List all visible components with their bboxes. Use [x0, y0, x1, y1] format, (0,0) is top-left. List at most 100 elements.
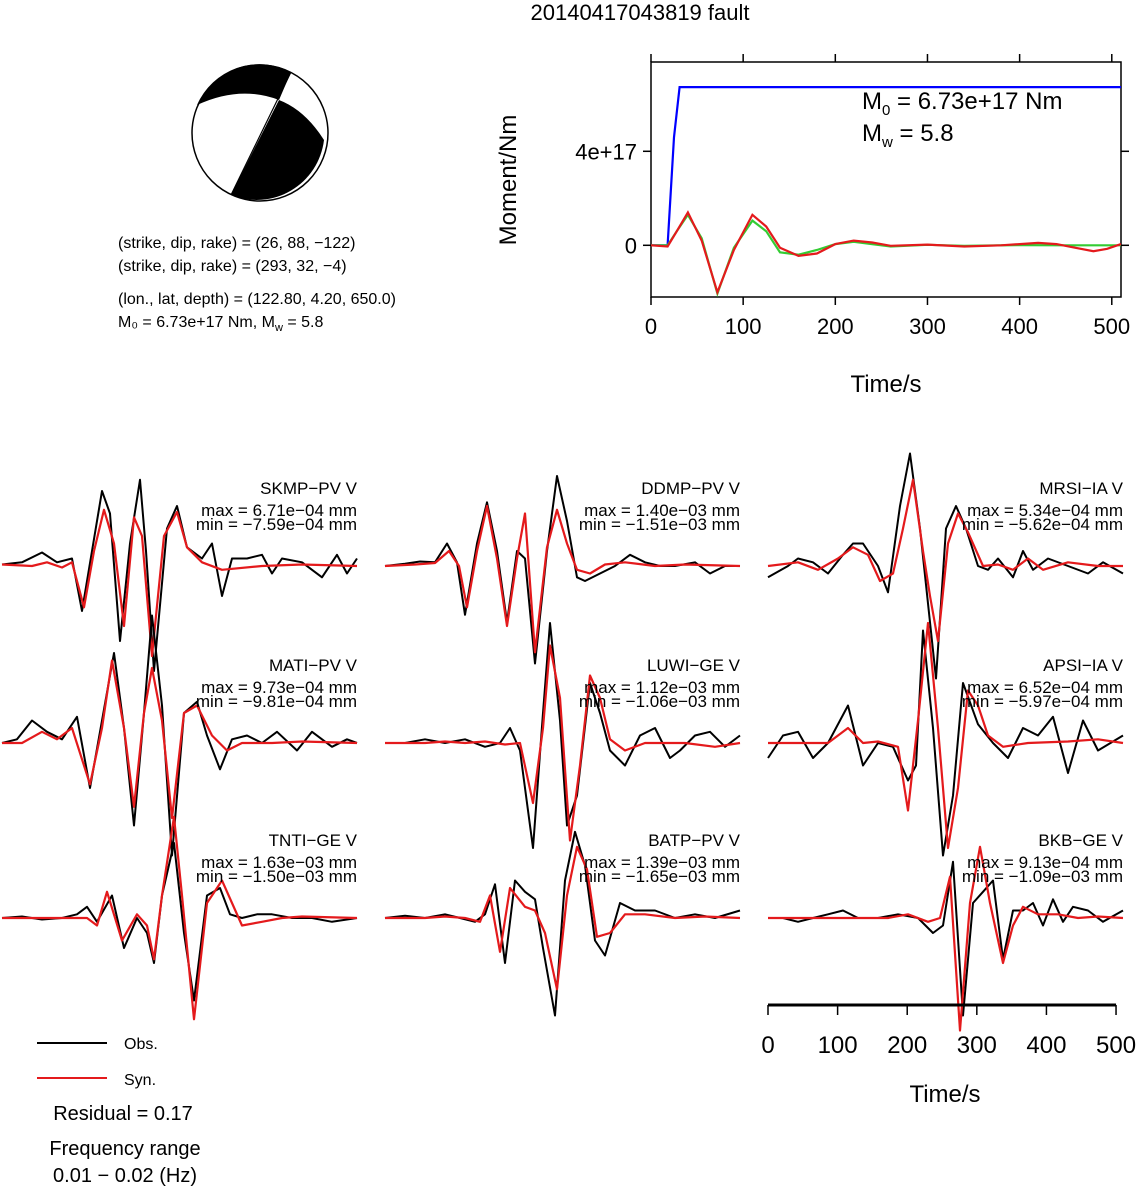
max-amplitude-label: max = 1.39e−03 mm — [584, 853, 740, 872]
obs-trace — [1, 478, 358, 672]
moment-ytick-label: 0 — [625, 233, 637, 258]
moment-series-group — [650, 86, 1122, 298]
focal-line-1: (strike, dip, rake) = (26, 88, −122) — [118, 235, 355, 252]
bottom-xtick-label: 200 — [887, 1032, 927, 1059]
focal-line-4: M₀ = 6.73e+17 Nm, Mw = 5.8 — [118, 314, 323, 334]
mw-symbol: M — [862, 120, 882, 147]
moment-m0-annotation: M0 = 6.73e+17 Nm — [862, 88, 1062, 119]
min-amplitude-label: min = −9.81e−04 mm — [196, 692, 357, 711]
bottom-xtick-label: 500 — [1096, 1032, 1136, 1059]
min-amplitude-label: min = −1.51e−03 mm — [579, 515, 740, 534]
moment-xtick-label: 100 — [725, 314, 762, 339]
focal-info: (strike, dip, rake) = (26, 88, −122) (st… — [118, 235, 396, 334]
min-amplitude-label: min = −1.65e−03 mm — [579, 867, 740, 886]
syn-trace — [767, 478, 1123, 643]
residual-text: Residual = 0.17 — [53, 1103, 193, 1125]
min-amplitude-label: min = −1.06e−03 mm — [579, 692, 740, 711]
bottom-xtick-label: 400 — [1026, 1032, 1066, 1059]
mw-value: = 5.8 — [893, 120, 954, 147]
moment-ytick-label: 4e+17 — [575, 139, 637, 164]
footer: Residual = 0.17 Frequency range 0.01 − 0… — [49, 1103, 200, 1186]
legend: Obs. Syn. — [37, 1036, 158, 1089]
obs-trace — [1, 614, 358, 857]
bottom-xtick-label: 300 — [957, 1032, 997, 1059]
bottom-time-axis: Time/s 0 100 200 300 400 500 — [761, 1003, 1136, 1108]
max-amplitude-label: max = 9.13e−04 mm — [967, 853, 1123, 872]
freq-range: 0.01 − 0.02 (Hz) — [53, 1165, 197, 1186]
max-amplitude-label: max = 9.73e−04 mm — [201, 678, 357, 697]
station-label: TNTI−GE V — [269, 831, 358, 850]
obs-trace — [768, 860, 1124, 1017]
syn-trace — [385, 845, 741, 991]
figure-title: 20140417043819 fault — [531, 0, 750, 25]
m0-value: = 6.73e+17 Nm — [890, 88, 1062, 115]
legend-syn-label: Syn. — [124, 1072, 156, 1089]
max-amplitude-label: max = 6.52e−04 mm — [967, 678, 1123, 697]
max-amplitude-label: max = 1.40e−03 mm — [584, 501, 740, 520]
syn-trace — [2, 659, 358, 820]
bottom-xtick-label: 0 — [761, 1032, 774, 1059]
min-amplitude-label: min = −1.09e−03 mm — [962, 867, 1123, 886]
max-amplitude-label: max = 1.12e−03 mm — [584, 678, 740, 697]
moment-xtick-label: 400 — [1001, 314, 1038, 339]
max-amplitude-label: max = 6.71e−04 mm — [201, 501, 357, 520]
station-label: SKMP−PV V — [260, 479, 358, 498]
moment-xtick-label: 300 — [909, 314, 946, 339]
min-amplitude-label: min = −1.50e−03 mm — [196, 867, 357, 886]
moment-plot-frame — [650, 61, 1122, 298]
focal-line-4-tail: = 5.8 — [283, 314, 324, 331]
station-label: DDMP−PV V — [641, 479, 740, 498]
obs-trace — [1, 842, 358, 1002]
min-amplitude-label: min = −7.59e−04 mm — [196, 515, 357, 534]
focal-line-4-m0: M₀ = 6.73e+17 Nm, M — [118, 314, 275, 331]
focal-line-3: (lon., lat, depth) = (122.80, 4.20, 650.… — [118, 291, 396, 308]
focal-line-2: (strike, dip, rake) = (293, 32, −4) — [118, 258, 347, 275]
mw-subscript: w — [881, 134, 893, 151]
moment-series-red — [650, 210, 1122, 296]
min-amplitude-label: min = −5.97e−04 mm — [962, 692, 1123, 711]
syn-trace — [384, 504, 741, 654]
moment-mw-annotation: Mw = 5.8 — [862, 120, 954, 151]
station-label: LUWI−GE V — [647, 656, 741, 675]
moment-axes: 0 100 200 300 400 500 0 4e+17 — [575, 54, 1130, 339]
m0-subscript: 0 — [882, 102, 890, 119]
legend-obs-label: Obs. — [124, 1036, 158, 1053]
station-label: BATP−PV V — [648, 831, 740, 850]
obs-trace — [767, 629, 1124, 857]
m0-symbol: M — [862, 88, 882, 115]
station-label: MATI−PV V — [269, 656, 358, 675]
bottom-xlabel: Time/s — [909, 1081, 980, 1108]
beach-ball — [191, 64, 329, 202]
moment-xtick-label: 200 — [817, 314, 854, 339]
focal-line-4-sub: w — [274, 322, 283, 334]
syn-trace — [1, 508, 358, 658]
freq-title: Frequency range — [49, 1138, 200, 1160]
syn-trace — [385, 644, 741, 842]
moment-ylabel: Moment/Nm — [495, 115, 522, 246]
syn-trace — [2, 815, 358, 1021]
max-amplitude-label: max = 5.34e−04 mm — [967, 501, 1123, 520]
max-amplitude-label: max = 1.63e−03 mm — [201, 853, 357, 872]
moment-xtick-label: 500 — [1093, 314, 1130, 339]
min-amplitude-label: min = −5.62e−04 mm — [962, 515, 1123, 534]
bottom-xtick-label: 100 — [818, 1032, 858, 1059]
moment-xlabel: Time/s — [850, 371, 921, 398]
syn-trace — [768, 621, 1124, 850]
moment-xtick-label: 0 — [645, 314, 657, 339]
station-label: MRSI−IA V — [1039, 479, 1123, 498]
station-label: BKB−GE V — [1038, 831, 1123, 850]
station-label: APSI−IA V — [1043, 656, 1124, 675]
syn-trace — [768, 845, 1124, 1032]
